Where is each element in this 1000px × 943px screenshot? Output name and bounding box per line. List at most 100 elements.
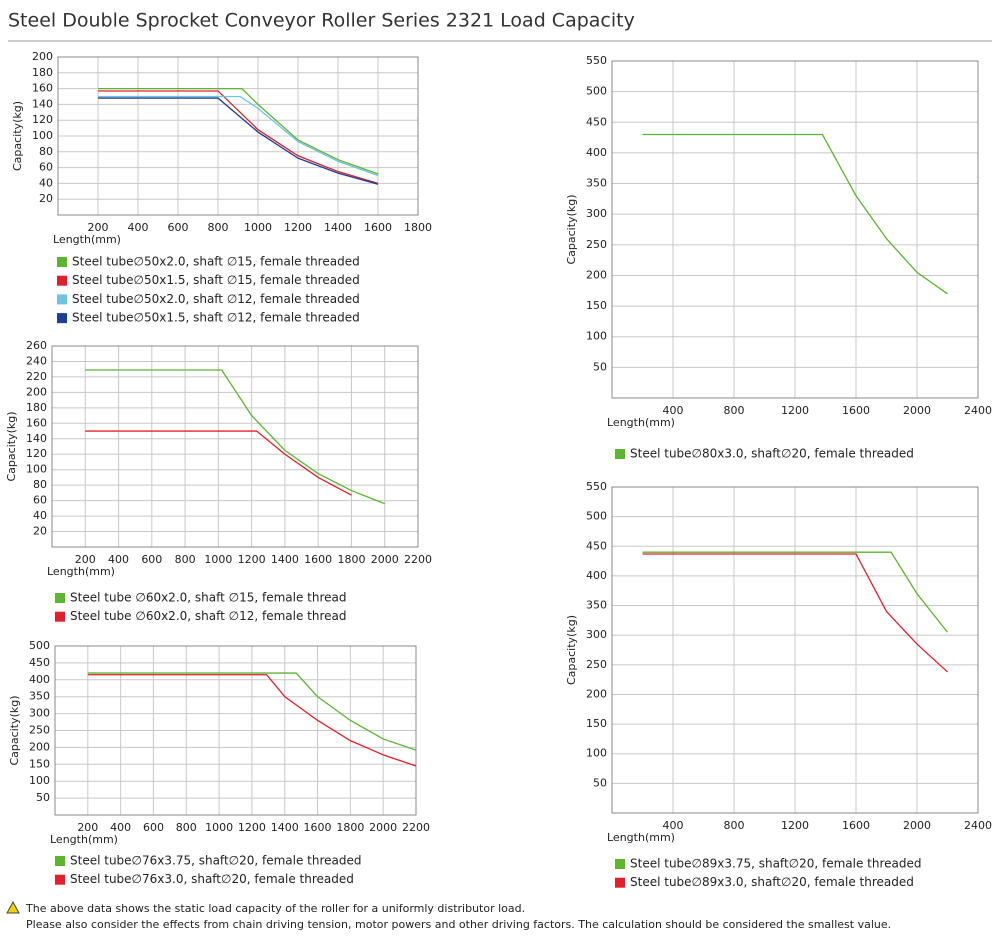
y-tick-label: 200: [586, 687, 607, 700]
x-tick-label: 600: [141, 553, 162, 566]
page-title: Steel Double Sprocket Conveyor Roller Se…: [8, 10, 635, 32]
x-axis-label: Length(mm): [47, 565, 115, 578]
x-tick-label: 600: [143, 821, 164, 834]
y-tick-label: 120: [32, 113, 53, 126]
x-tick-label: 400: [663, 404, 684, 417]
y-tick-label: 100: [32, 129, 53, 142]
y-tick-label: 500: [586, 85, 607, 98]
x-tick-label: 800: [176, 821, 197, 834]
y-tick-label: 20: [33, 525, 47, 538]
plot-frame: [54, 645, 417, 816]
x-tick-label: 800: [724, 819, 745, 832]
y-tick-label: 400: [586, 146, 607, 159]
x-tick-label: 1600: [304, 553, 332, 566]
y-tick-label: 300: [586, 628, 607, 641]
x-tick-label: 1200: [238, 553, 266, 566]
legend-swatch: [615, 859, 625, 869]
series-line: [98, 97, 379, 185]
y-tick-label: 80: [39, 145, 53, 158]
y-tick-label: 140: [26, 432, 47, 445]
x-tick-label: 400: [110, 821, 131, 834]
x-tick-label: 600: [168, 221, 189, 234]
legend-label: Steel tube∅89x3.0, shaft∅20, female thre…: [630, 875, 914, 889]
series-line: [98, 95, 379, 177]
footnote: The above data shows the static load cap…: [25, 902, 525, 915]
x-tick-label: 2000: [369, 821, 397, 834]
legend-label: Steel tube∅76x3.75, shaft∅20, female thr…: [70, 854, 362, 868]
plot-frame: [611, 60, 979, 399]
legend-label: Steel tube∅50x1.5, shaft ∅15, female thr…: [72, 273, 360, 287]
y-tick-label: 250: [586, 238, 607, 251]
y-tick-label: 140: [32, 97, 53, 110]
y-tick-label: 250: [29, 724, 50, 737]
y-tick-label: 150: [586, 299, 607, 312]
x-tick-label: 2000: [903, 819, 931, 832]
y-tick-label: 550: [586, 54, 607, 67]
series-line: [642, 551, 949, 633]
y-tick-label: 160: [26, 416, 47, 429]
series-line: [87, 672, 417, 751]
x-tick-label: 1400: [271, 821, 299, 834]
y-axis-label: Capacity(kg): [565, 194, 578, 264]
y-tick-label: 180: [32, 66, 53, 79]
legend-label: Steel tube∅50x2.0, shaft ∅12, female thr…: [72, 292, 360, 306]
y-axis-label: Capacity(kg): [565, 615, 578, 685]
x-tick-label: 2000: [371, 553, 399, 566]
x-tick-label: 1800: [336, 821, 364, 834]
y-tick-label: 400: [29, 673, 50, 686]
x-tick-label: 1800: [337, 553, 365, 566]
x-tick-label: 1200: [284, 221, 312, 234]
legend-label: Steel tube ∅60x2.0, shaft ∅15, female th…: [70, 591, 347, 605]
y-tick-label: 350: [586, 177, 607, 190]
legend-swatch: [57, 294, 67, 305]
x-tick-label: 800: [175, 553, 196, 566]
x-axis-label: Length(mm): [53, 233, 121, 246]
legend-swatch: [615, 449, 625, 459]
y-tick-label: 180: [26, 401, 47, 414]
x-tick-label: 2400: [964, 819, 992, 832]
plot-frame: [611, 486, 979, 814]
series-line: [642, 553, 948, 673]
x-tick-label: 1200: [781, 819, 809, 832]
series-line: [87, 674, 417, 767]
y-tick-label: 350: [586, 599, 607, 612]
y-tick-label: 240: [26, 354, 47, 367]
x-tick-label: 1000: [244, 221, 272, 234]
y-tick-label: 100: [29, 774, 50, 787]
y-tick-label: 150: [29, 757, 50, 770]
x-axis-label: Length(mm): [607, 416, 675, 429]
x-axis-label: Length(mm): [607, 831, 675, 844]
legend-label: Steel tube ∅60x2.0, shaft ∅12, female th…: [70, 609, 347, 623]
y-tick-label: 60: [33, 494, 47, 507]
x-tick-label: 1600: [842, 819, 870, 832]
y-tick-label: 150: [586, 717, 607, 730]
y-tick-label: 350: [29, 690, 50, 703]
y-tick-label: 100: [586, 747, 607, 760]
plot-frame: [51, 345, 419, 548]
y-tick-label: 450: [586, 115, 607, 128]
y-tick-label: 260: [26, 339, 47, 352]
y-axis-label: Capacity(kg): [11, 101, 24, 171]
x-tick-label: 1800: [404, 221, 432, 234]
series-line: [85, 369, 385, 505]
legend-swatch: [57, 257, 67, 267]
x-tick-label: 1600: [364, 221, 392, 234]
y-tick-label: 220: [26, 370, 47, 383]
y-tick-label: 450: [586, 539, 607, 552]
x-tick-label: 1600: [304, 821, 332, 834]
warning-icon: [6, 900, 20, 914]
x-tick-label: 1200: [781, 404, 809, 417]
y-tick-label: 50: [593, 360, 607, 373]
legend-label: Steel tube∅80x3.0, shaft∅20, female thre…: [630, 447, 914, 461]
x-tick-label: 400: [128, 221, 149, 234]
x-tick-label: 1600: [842, 404, 870, 417]
y-tick-label: 50: [36, 791, 50, 804]
y-tick-label: 250: [586, 658, 607, 671]
y-tick-label: 100: [586, 330, 607, 343]
y-tick-label: 500: [586, 510, 607, 523]
y-tick-label: 80: [33, 478, 47, 491]
y-tick-label: 300: [29, 707, 50, 720]
x-tick-label: 200: [88, 221, 109, 234]
x-tick-label: 2400: [964, 404, 992, 417]
